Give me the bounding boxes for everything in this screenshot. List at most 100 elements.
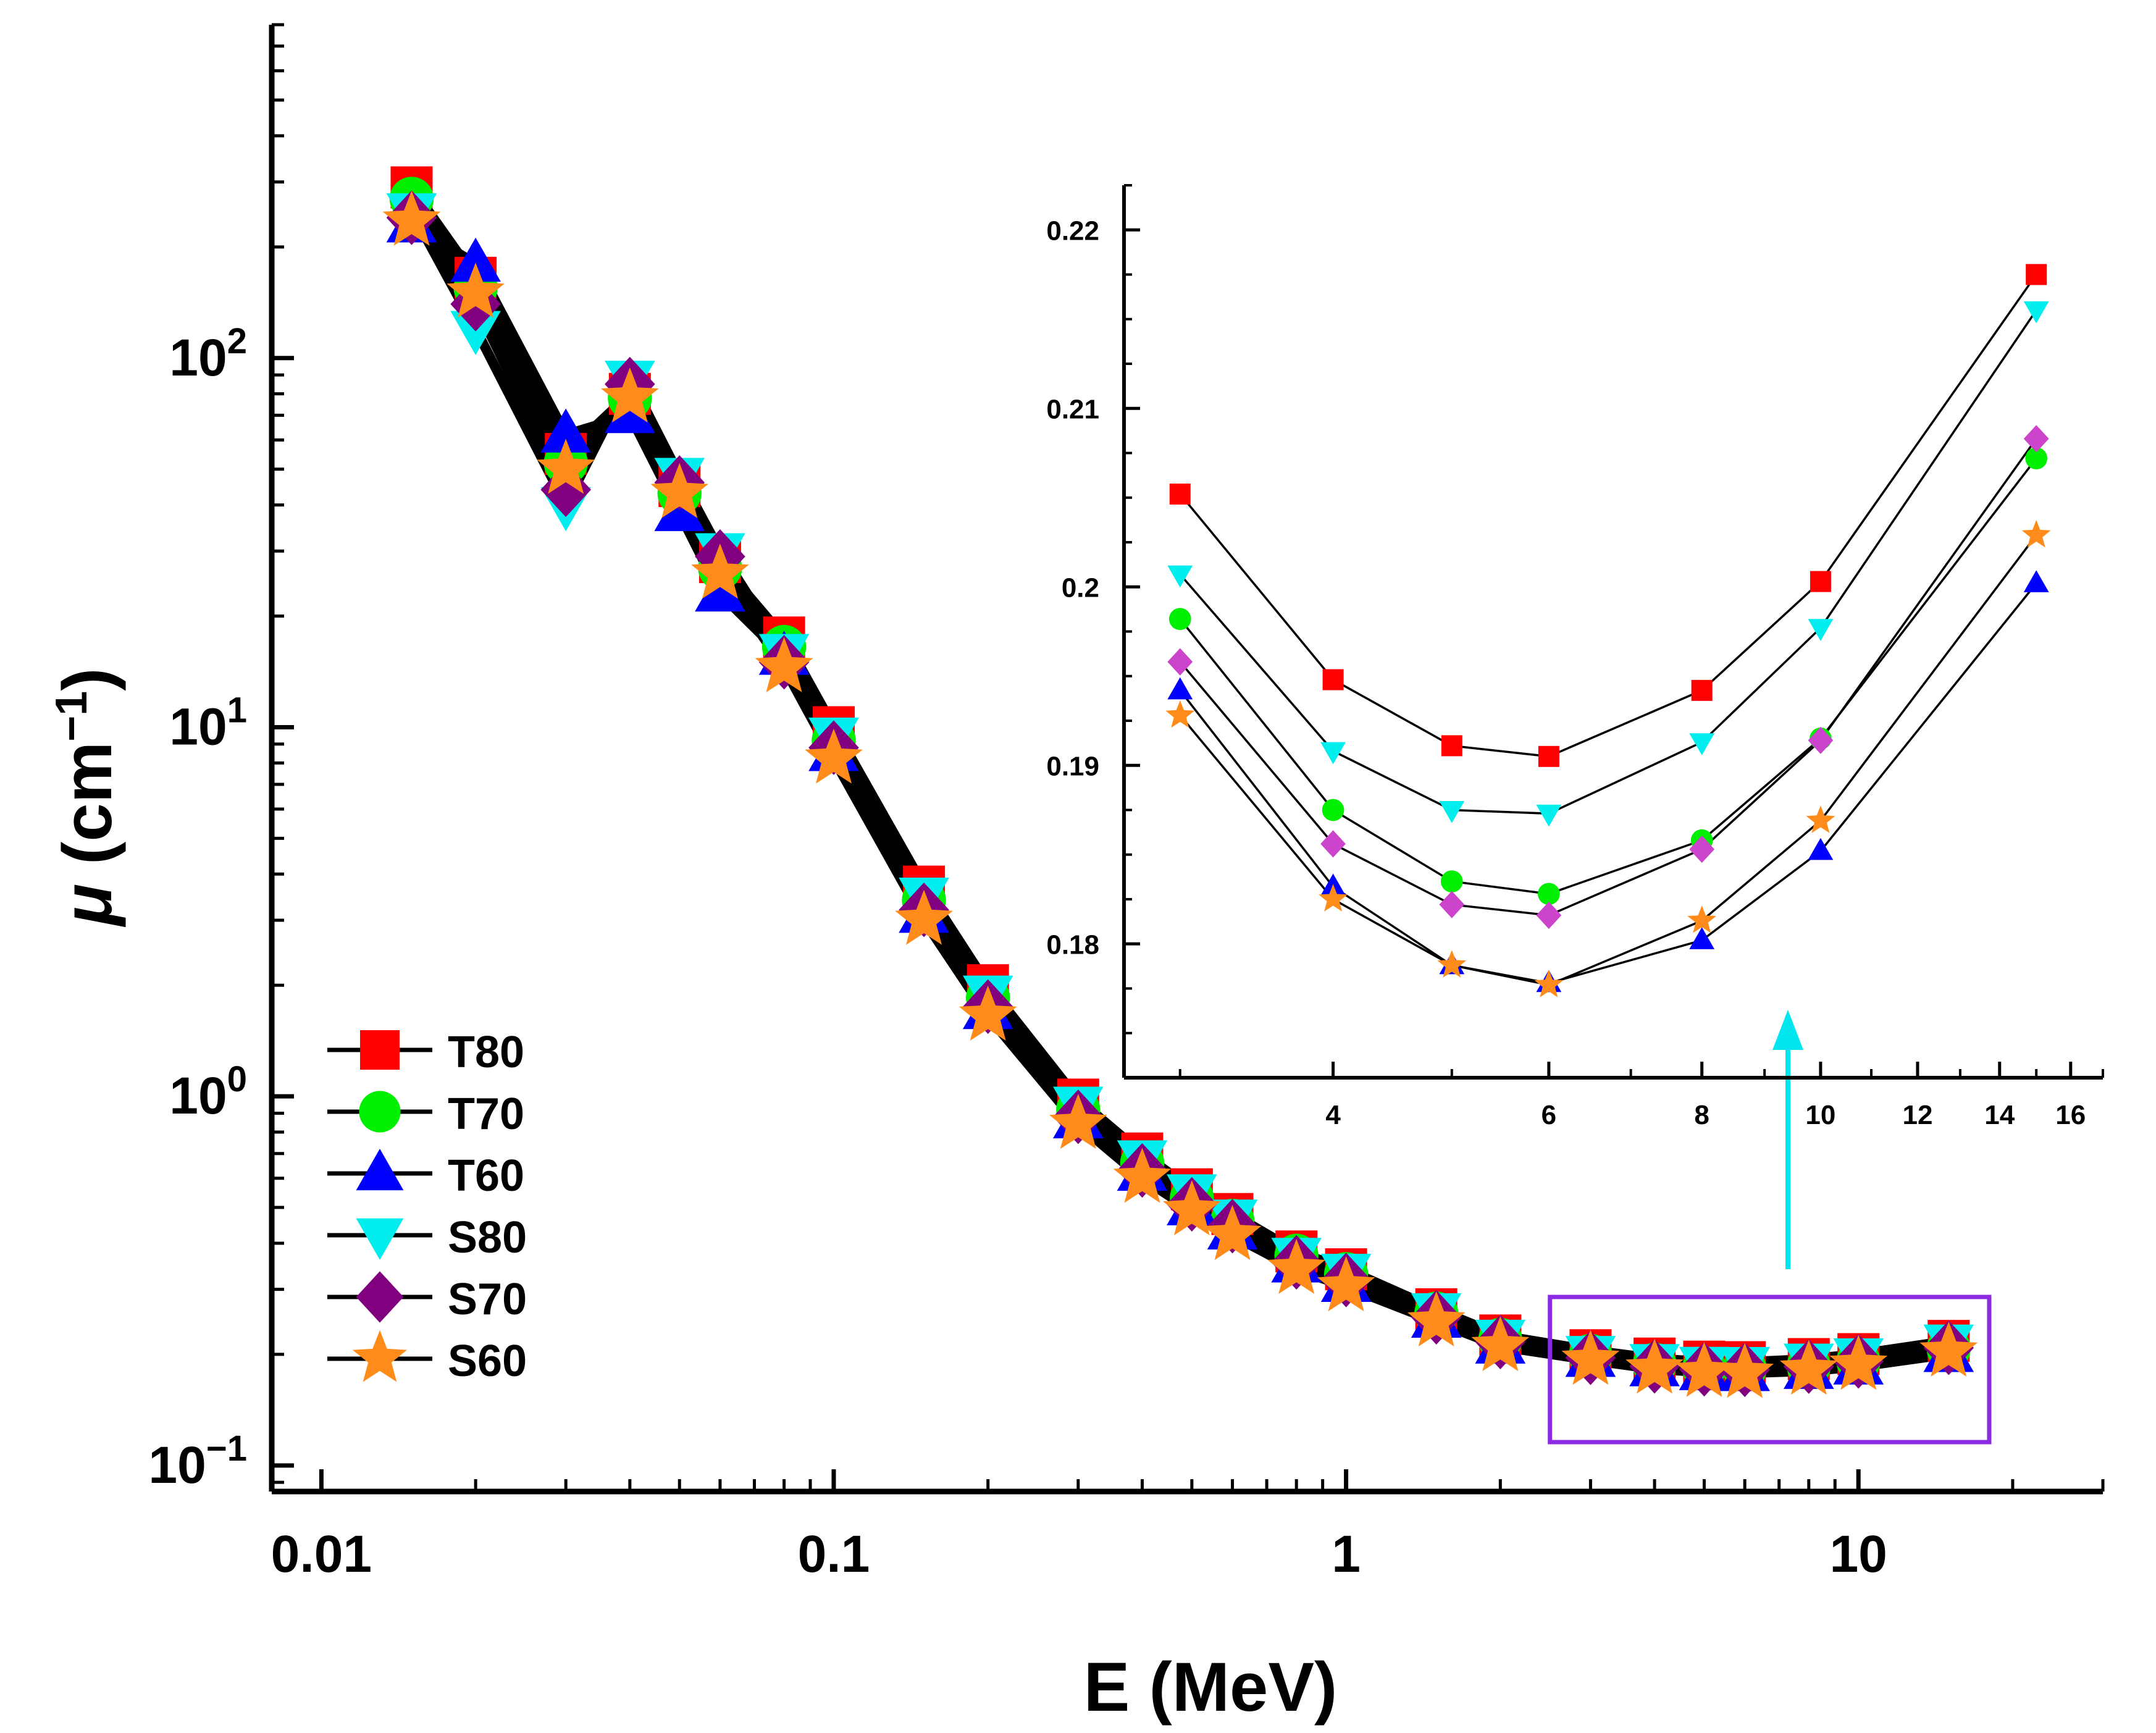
legend-item-T60: T60 (327, 1149, 524, 1201)
main-point-S60 (755, 637, 813, 692)
legend-marker (359, 1091, 401, 1133)
main-point-S60 (1561, 1330, 1620, 1385)
main-point-S60 (1163, 1180, 1221, 1236)
main-point-S60 (447, 262, 505, 318)
legend: T80 T70 T60 S80 S70 S60 (327, 1028, 527, 1386)
inset-ticks: 4 6 8 10 12 14 16 0.18 0.19 0.2 0.21 0.22 (1046, 184, 2104, 1130)
inset-point-S70 (1536, 901, 1562, 929)
main-point-T60 (450, 237, 501, 282)
legend-marker (356, 1149, 404, 1191)
main-y-tick-label: 102 (169, 321, 247, 387)
inset-point-S70 (1439, 891, 1465, 918)
inset-point-T80 (1691, 679, 1713, 701)
main-axes (269, 25, 2103, 1495)
legend-label: T80 (448, 1028, 524, 1077)
main-point-S60 (1049, 1094, 1107, 1149)
inset-point-S70 (1689, 835, 1715, 863)
inset-y-tick-label: 0.2 (1062, 573, 1099, 603)
main-point-S60 (601, 367, 659, 423)
main-point-S60 (1407, 1291, 1466, 1347)
main-x-tick-label: 1 (1332, 1525, 1361, 1583)
main-point-S60 (1317, 1256, 1375, 1312)
inset-point-S70 (1320, 830, 1346, 858)
highlight-box (1548, 1295, 1992, 1445)
main-x-tick-label: 0.01 (271, 1525, 372, 1583)
main-point-S60 (1267, 1238, 1326, 1294)
main-x-tick-label: 10 (1829, 1525, 1887, 1583)
legend-label: S80 (448, 1213, 527, 1262)
main-point-S60 (1625, 1338, 1684, 1394)
inset-y-tick-label: 0.19 (1046, 751, 1099, 781)
inset-point-T70 (1322, 799, 1344, 821)
main-point-S60 (1203, 1205, 1262, 1261)
legend-label: T60 (448, 1151, 524, 1201)
main-y-tick-label: 101 (169, 690, 247, 755)
main-y-tick-label: 100 (169, 1059, 247, 1125)
legend-marker (356, 1271, 404, 1323)
legend-marker (360, 1030, 400, 1070)
main-point-S60 (805, 728, 863, 784)
inset-x-tick-label: 6 (1541, 1100, 1556, 1130)
main-point-S60 (1675, 1341, 1734, 1397)
inset-point-S80 (1536, 804, 1562, 827)
legend-item-S80: S80 (327, 1213, 527, 1262)
inset-point-T60 (1167, 677, 1193, 700)
inset-x-tick-label: 14 (1984, 1100, 2015, 1130)
main-x-tick-label: 0.1 (798, 1525, 870, 1583)
inset-series-markers (1165, 264, 2051, 997)
inset-point-S70 (1808, 726, 1834, 754)
inset-point-T70 (1168, 608, 1191, 631)
legend-label: S60 (448, 1336, 527, 1386)
inset-point-T80 (1538, 745, 1559, 767)
main-point-S60 (382, 190, 441, 246)
inset-y-tick-label: 0.22 (1046, 216, 1099, 246)
main-point-S60 (1471, 1315, 1530, 1372)
inset-x-tick-label: 12 (1902, 1100, 1932, 1130)
inset-point-T70 (1538, 883, 1560, 905)
main-point-S60 (1113, 1148, 1172, 1203)
inset-point-T80 (1810, 571, 1831, 592)
inset-point-T60 (1808, 837, 1834, 860)
main-point-S60 (958, 985, 1017, 1041)
legend-item-S60: S60 (327, 1330, 527, 1386)
inset-point-T80 (2026, 264, 2047, 285)
legend-item-T80: T80 (327, 1028, 524, 1077)
main-point-S60 (537, 438, 595, 494)
inset-y-tick-label: 0.21 (1046, 394, 1099, 424)
main-point-S60 (1716, 1343, 1774, 1398)
main-point-T60 (695, 567, 745, 612)
legend-label: T70 (448, 1089, 524, 1139)
inset-point-S80 (1167, 565, 1193, 588)
inset-point-S60 (1319, 884, 1348, 912)
main-plot: 0.01 0.1 1 10 10−1 100 101 102 (148, 23, 2105, 1583)
inset-point-S80 (1689, 733, 1715, 755)
inset-x-tick-label: 10 (1805, 1100, 1835, 1130)
inset-point-T80 (1169, 483, 1191, 505)
main-point-S60 (895, 889, 953, 945)
inset-point-S80 (1439, 801, 1465, 823)
main-point-S80 (450, 311, 501, 355)
inset-point-T70 (1440, 870, 1463, 892)
inset-x-tick-label: 8 (1694, 1100, 1709, 1130)
inset-point-S80 (2023, 301, 2049, 324)
inset-point-S60 (1806, 805, 1835, 833)
inset-point-S70 (1167, 648, 1193, 676)
arrow-head (1772, 1010, 1803, 1050)
inset-point-T60 (1689, 927, 1715, 949)
main-point-S60 (1779, 1340, 1838, 1395)
legend-marker (356, 1218, 404, 1260)
inset-x-tick-label: 4 (1325, 1100, 1341, 1130)
inset-point-S60 (2021, 519, 2051, 548)
inset-y-tick-label: 0.18 (1046, 929, 1099, 960)
inset-point-S80 (1320, 742, 1346, 765)
main-point-S60 (650, 463, 709, 518)
main-ticks: 0.01 0.1 1 10 10−1 100 101 102 (148, 23, 2105, 1583)
legend-item-S70: S70 (327, 1271, 527, 1324)
main-point-S60 (691, 543, 749, 599)
inset-point-S60 (1687, 905, 1717, 933)
inset-plot: 4 6 8 10 12 14 16 0.18 0.19 0.2 0.21 0.22 (1046, 184, 2104, 1130)
legend-item-T70: T70 (327, 1089, 524, 1139)
y-axis-label: μ (cm−1) (47, 668, 126, 927)
inset-point-S60 (1165, 700, 1195, 728)
